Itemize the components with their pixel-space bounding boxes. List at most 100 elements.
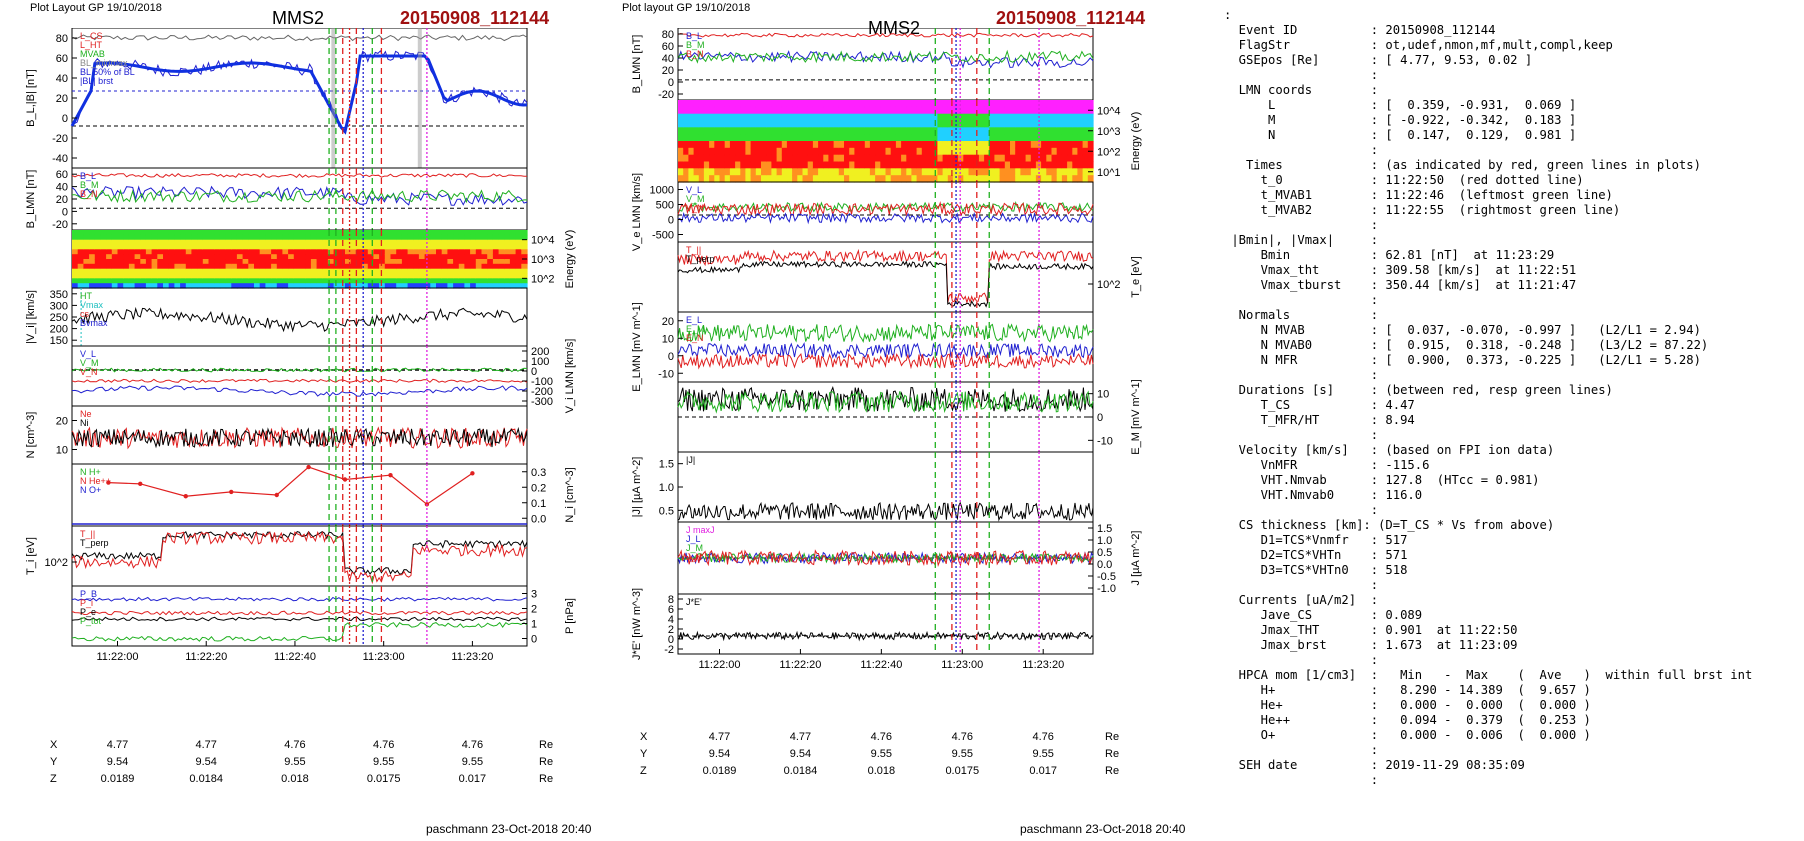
spectrogram-cell (978, 106, 985, 115)
spectrogram-cell (797, 106, 804, 115)
spectrogram-cell (168, 239, 175, 246)
spectrogram-cell (812, 154, 819, 163)
spectrogram-cell (735, 168, 741, 176)
spectrogram-cell (989, 154, 996, 163)
spectrogram-cell (470, 283, 477, 289)
spectrogram-cell (117, 239, 124, 246)
spectrogram-cell (750, 100, 757, 108)
spectrogram-cell (202, 273, 210, 279)
spectrogram-cell (921, 168, 928, 176)
spectrogram-cell (895, 113, 902, 122)
spectrogram-cell (849, 134, 855, 142)
y-tick-label: 60 (662, 41, 674, 53)
spectrogram-cell (901, 161, 907, 169)
spectrogram-cell (265, 273, 272, 279)
spectrogram-cell (242, 268, 249, 275)
spectrogram-cell (880, 113, 887, 122)
spectrogram-cell (225, 234, 232, 241)
spectrogram-cell (1067, 100, 1073, 108)
spectrogram-cell (890, 106, 897, 115)
spectrogram-cell (140, 283, 147, 289)
spectrogram-cell (424, 230, 431, 236)
spectrogram-cell (1087, 141, 1094, 149)
spectrogram-cell (952, 106, 959, 115)
spectrogram-cell (1010, 141, 1016, 149)
spectrogram-cell (367, 239, 375, 246)
spectrogram-cell (683, 154, 689, 163)
spectrogram-cell (316, 263, 323, 270)
spectrogram-cell (1030, 100, 1037, 108)
spectrogram-cell (430, 263, 437, 270)
spectrogram-cell (921, 175, 928, 183)
spectrogram-cell (906, 147, 913, 156)
spectrogram-cell (729, 120, 736, 128)
spectrogram-cell (755, 106, 762, 115)
spectrogram-cell (776, 154, 783, 163)
spectrogram-cell (134, 249, 141, 255)
spectrogram-cell (838, 161, 845, 169)
spectrogram-cell (134, 230, 141, 236)
spectrogram-cell (838, 120, 845, 128)
spectrogram-cell (859, 161, 866, 169)
spectrogram-cell (1025, 168, 1032, 176)
spectrogram-cell (384, 259, 392, 265)
spectrogram-cell (880, 127, 887, 135)
spectrogram-cell (761, 141, 767, 149)
spectrogram-cell (776, 106, 783, 115)
spectrogram-cell (163, 263, 170, 270)
spectrogram-cell (927, 127, 933, 135)
spectrogram-cell (77, 230, 84, 236)
spectrogram-cell (401, 249, 409, 255)
spectrogram-cell (947, 175, 954, 183)
spectrogram-cell (339, 244, 346, 250)
trace-line (71, 426, 528, 449)
spectrogram-cell (464, 239, 471, 246)
spectrogram-cell (379, 249, 386, 255)
spectrogram-cell (849, 154, 855, 163)
spectrogram-cell (265, 239, 272, 246)
spectrogram-cell (259, 254, 266, 260)
spectrogram-cell (202, 249, 210, 255)
spectrogram-cell (225, 268, 232, 275)
spectrogram-cell (481, 239, 488, 246)
spectrogram-cell (978, 113, 985, 122)
spectrogram-cell (797, 100, 804, 108)
spectrogram-cell (1030, 113, 1037, 122)
spectrogram-cell (693, 100, 700, 108)
spectrogram-cell (973, 134, 980, 142)
spectrogram-cell (157, 283, 164, 289)
spectrogram-cell (735, 106, 741, 115)
spectrogram-cell (231, 273, 238, 279)
spectrogram-cell (729, 147, 736, 156)
spectrogram-cell (1051, 175, 1058, 183)
spectrogram-cell (978, 100, 985, 108)
spectrogram-cell (1010, 134, 1016, 142)
spectrogram-cell (703, 113, 710, 122)
spectrogram-cell (282, 263, 289, 270)
info-line: Currents [uA/m2] : (1224, 593, 1379, 607)
spectrogram-cell (921, 134, 928, 142)
spectrogram-cell (989, 120, 996, 128)
ephemeris-label: Z (50, 773, 57, 785)
spectrogram-cell (191, 278, 198, 284)
spectrogram-cell (214, 278, 221, 284)
spectrogram-cell (117, 234, 124, 241)
spectrogram-cell (100, 249, 107, 255)
spectrogram-cell (1035, 100, 1042, 108)
legend-entry: T_perp (80, 538, 109, 548)
spectrogram-cell (875, 168, 881, 176)
spectrogram-cell (470, 234, 477, 241)
spectrogram-cell (833, 147, 840, 156)
ephemeris-value: 9.54 (107, 756, 128, 768)
spectrogram-cell (259, 230, 266, 236)
spectrogram-cell (322, 244, 329, 250)
spectrogram-cell (761, 100, 767, 108)
spectrogram-cell (310, 254, 318, 260)
spectrogram-cell (424, 273, 431, 279)
legend-entry: V_L (686, 185, 702, 195)
spectrogram-cell (396, 263, 403, 270)
spectrogram-cell (1072, 141, 1079, 149)
spectrogram-cell (968, 100, 975, 108)
spectrogram-cell (693, 113, 700, 122)
spectrogram-cell (316, 249, 323, 255)
